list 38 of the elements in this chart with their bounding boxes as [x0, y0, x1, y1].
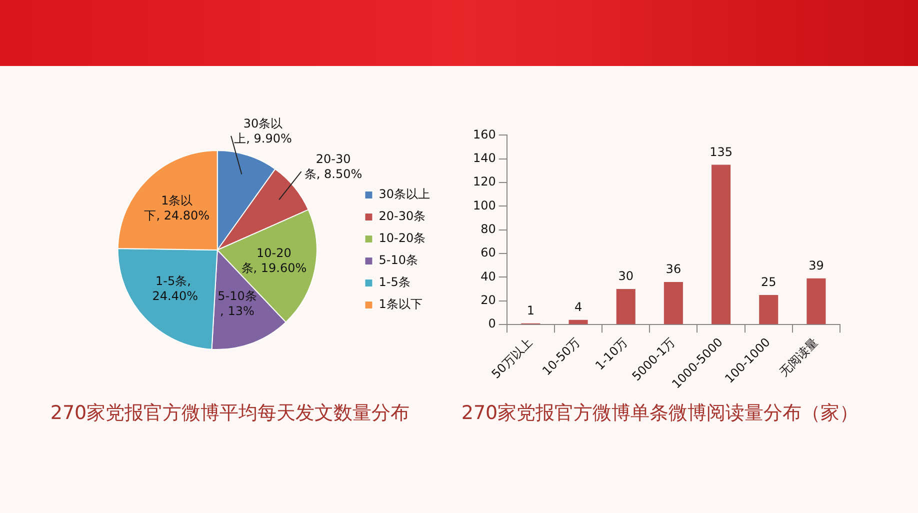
data-label: 1-5条, 24.40%	[152, 274, 198, 303]
data-label: 1条以下, 24.80%	[144, 194, 210, 222]
legend-label: 10-20条	[378, 231, 426, 246]
y-tick-label: 140	[473, 150, 496, 165]
data-label: 39	[808, 258, 824, 273]
y-tick-label: 60	[480, 246, 496, 260]
x-tick-label: 50万以上	[488, 335, 536, 382]
legend-label: 5-10条	[378, 253, 418, 268]
data-label: 36	[666, 262, 682, 276]
y-tick-label: 0	[488, 316, 496, 331]
data-label: 4	[574, 300, 582, 314]
data-label: 30条以上, 9.90%	[234, 116, 292, 146]
bar	[759, 294, 778, 324]
data-label: 135	[710, 144, 732, 159]
legend-label: 1-5条	[378, 275, 410, 290]
data-label: 5-10条, 13%	[218, 288, 257, 318]
bar	[568, 320, 588, 324]
data-label: 20-30条, 8.50%	[304, 152, 362, 182]
legend-label: 1条以下	[378, 297, 422, 312]
data-label: 1	[526, 304, 535, 318]
y-tick-label: 160	[473, 127, 496, 142]
x-tick-label: 无阅读量	[776, 335, 821, 379]
data-label: 30	[618, 269, 634, 284]
bar	[712, 164, 731, 324]
text: 270家党报官方微博单条微博阅读量分布（家）	[460, 401, 860, 426]
bar	[664, 282, 683, 324]
y-tick-label: 120	[473, 174, 496, 189]
data-label: 10-20条, 19.60%	[241, 246, 307, 275]
y-tick-label: 100	[473, 198, 496, 212]
bar	[806, 278, 826, 324]
data-label: 25	[760, 275, 776, 290]
y-tick-label: 20	[480, 293, 496, 308]
bar	[616, 289, 636, 324]
text: 270家党报官方微博平均每天发文数量分布	[49, 401, 411, 426]
y-tick-label: 40	[480, 269, 496, 284]
y-tick-label: 80	[480, 222, 496, 236]
legend-label: 20-30条	[378, 209, 426, 224]
legend-label: 30条以上	[378, 187, 430, 202]
